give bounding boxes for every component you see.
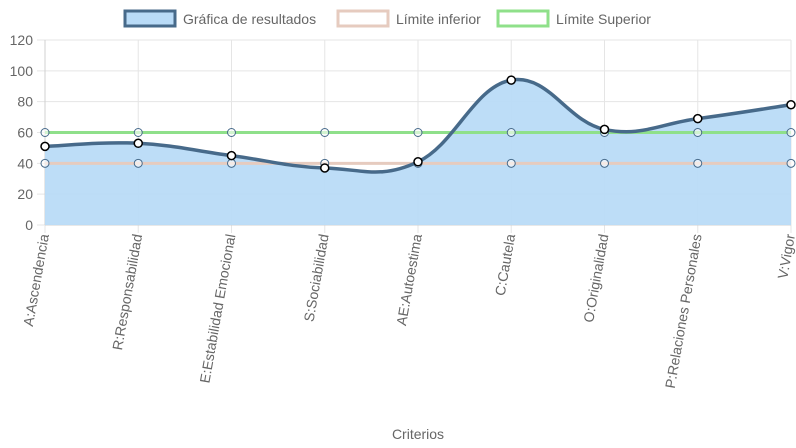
data-point[interactable] bbox=[506, 158, 516, 168]
data-point[interactable] bbox=[693, 158, 703, 168]
x-tick-label: R:Responsabilidad bbox=[109, 233, 145, 352]
series-fill-resultados bbox=[45, 79, 791, 225]
data-point[interactable] bbox=[133, 138, 143, 149]
legend: Gráfica de resultados Límite inferior Lími… bbox=[123, 9, 651, 28]
x-tick-label: C:Cautela bbox=[492, 233, 519, 297]
data-point[interactable] bbox=[227, 128, 236, 137]
y-axis: 0 20 40 60 80 100 120 bbox=[10, 32, 34, 233]
y-tick-label: 60 bbox=[17, 125, 33, 141]
data-point[interactable] bbox=[40, 158, 50, 168]
data-point[interactable] bbox=[693, 128, 703, 137]
data-point[interactable] bbox=[506, 75, 516, 85]
legend-label[interactable]: Límite inferior bbox=[396, 11, 481, 27]
data-point[interactable] bbox=[320, 128, 330, 137]
legend-swatch[interactable] bbox=[496, 9, 550, 28]
data-point[interactable] bbox=[40, 128, 50, 137]
y-tick-label: 20 bbox=[17, 186, 33, 202]
x-axis-title: Criterios bbox=[392, 426, 444, 442]
data-point[interactable] bbox=[133, 128, 143, 137]
x-tick-label: O:Originalidad bbox=[580, 233, 611, 324]
series-points bbox=[40, 75, 796, 173]
data-point[interactable] bbox=[227, 158, 236, 168]
x-tick-label: V:Vigor bbox=[774, 232, 796, 280]
y-tick-label: 100 bbox=[10, 63, 34, 79]
data-point[interactable] bbox=[133, 158, 143, 168]
data-point[interactable] bbox=[506, 128, 516, 137]
legend-swatch[interactable] bbox=[336, 9, 390, 28]
data-point[interactable] bbox=[600, 158, 609, 168]
x-tick-label: E:Estabilidad Emocional bbox=[196, 233, 238, 384]
data-point[interactable] bbox=[413, 157, 423, 167]
x-tick-label: AE:Autoestima bbox=[393, 233, 425, 327]
data-point[interactable] bbox=[413, 128, 423, 137]
legend-label[interactable]: Gráfica de resultados bbox=[183, 11, 316, 27]
y-tick-label: 0 bbox=[25, 217, 33, 233]
legend-label[interactable]: Límite Superior bbox=[556, 11, 651, 27]
data-point[interactable] bbox=[320, 163, 330, 173]
series-line-0 bbox=[44, 77, 792, 174]
series-area bbox=[45, 79, 791, 225]
data-point[interactable] bbox=[786, 158, 796, 168]
data-point[interactable] bbox=[599, 124, 610, 135]
y-tick-label: 40 bbox=[17, 155, 33, 171]
x-axis: A:Ascendencia R:Responsabilidad E:Estabili… bbox=[20, 232, 796, 389]
x-tick-label: S:Sociabilidad bbox=[301, 233, 332, 323]
data-point[interactable] bbox=[786, 128, 796, 137]
x-tick-label: A:Ascendencia bbox=[20, 233, 52, 328]
x-tick-label: P:Relaciones Personales bbox=[662, 233, 705, 390]
data-point[interactable] bbox=[786, 100, 796, 110]
legend-swatch[interactable] bbox=[123, 9, 177, 28]
y-tick-label: 80 bbox=[17, 94, 33, 110]
y-tick-label: 120 bbox=[10, 32, 34, 48]
data-point[interactable] bbox=[693, 113, 703, 124]
data-point[interactable] bbox=[40, 141, 50, 152]
data-point[interactable] bbox=[226, 150, 237, 161]
